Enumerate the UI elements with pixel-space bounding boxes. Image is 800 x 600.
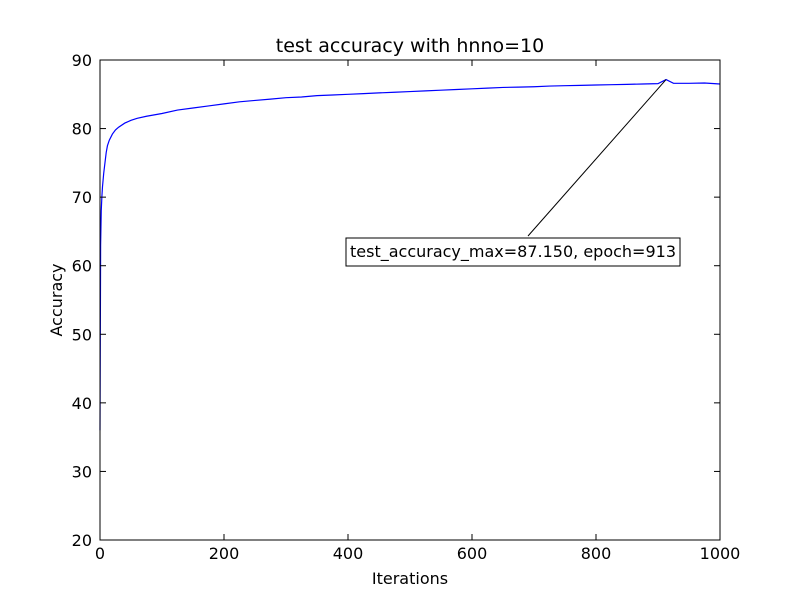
y-tick-label: 30: [72, 462, 92, 481]
axis-ticks: [99, 59, 721, 541]
plot-area: [99, 78, 721, 431]
chart-title: test accuracy with hnno=10: [276, 35, 545, 57]
annotation-text: test_accuracy_max=87.150, epoch=913: [350, 242, 676, 262]
y-tick-label: 90: [72, 51, 92, 70]
x-tick-label: 200: [209, 544, 240, 563]
x-tick-label: 400: [333, 544, 364, 563]
annotation-box: [345, 237, 681, 267]
y-tick-label: 50: [72, 325, 92, 344]
y-tick-label: 20: [72, 531, 92, 550]
y-tick-label: 80: [72, 120, 92, 139]
series-line: [99, 78, 721, 431]
y-tick-label: 60: [72, 257, 92, 276]
x-tick-label: 600: [457, 544, 488, 563]
y-tick-label: 40: [72, 394, 92, 413]
axis-tick-labels: 0 200 400 600 800 1000 20 30 40 50 60 70 80 90: [72, 51, 741, 563]
annotation-arrow: [527, 79, 667, 237]
x-axis-title: Iterations: [372, 569, 448, 588]
x-tick-label: 1000: [700, 544, 741, 563]
plot-frame: [99, 59, 721, 541]
x-tick-label: 0: [95, 544, 105, 563]
y-tick-label: 70: [72, 188, 92, 207]
y-axis-title: Accuracy: [47, 263, 66, 336]
x-tick-label: 800: [581, 544, 612, 563]
